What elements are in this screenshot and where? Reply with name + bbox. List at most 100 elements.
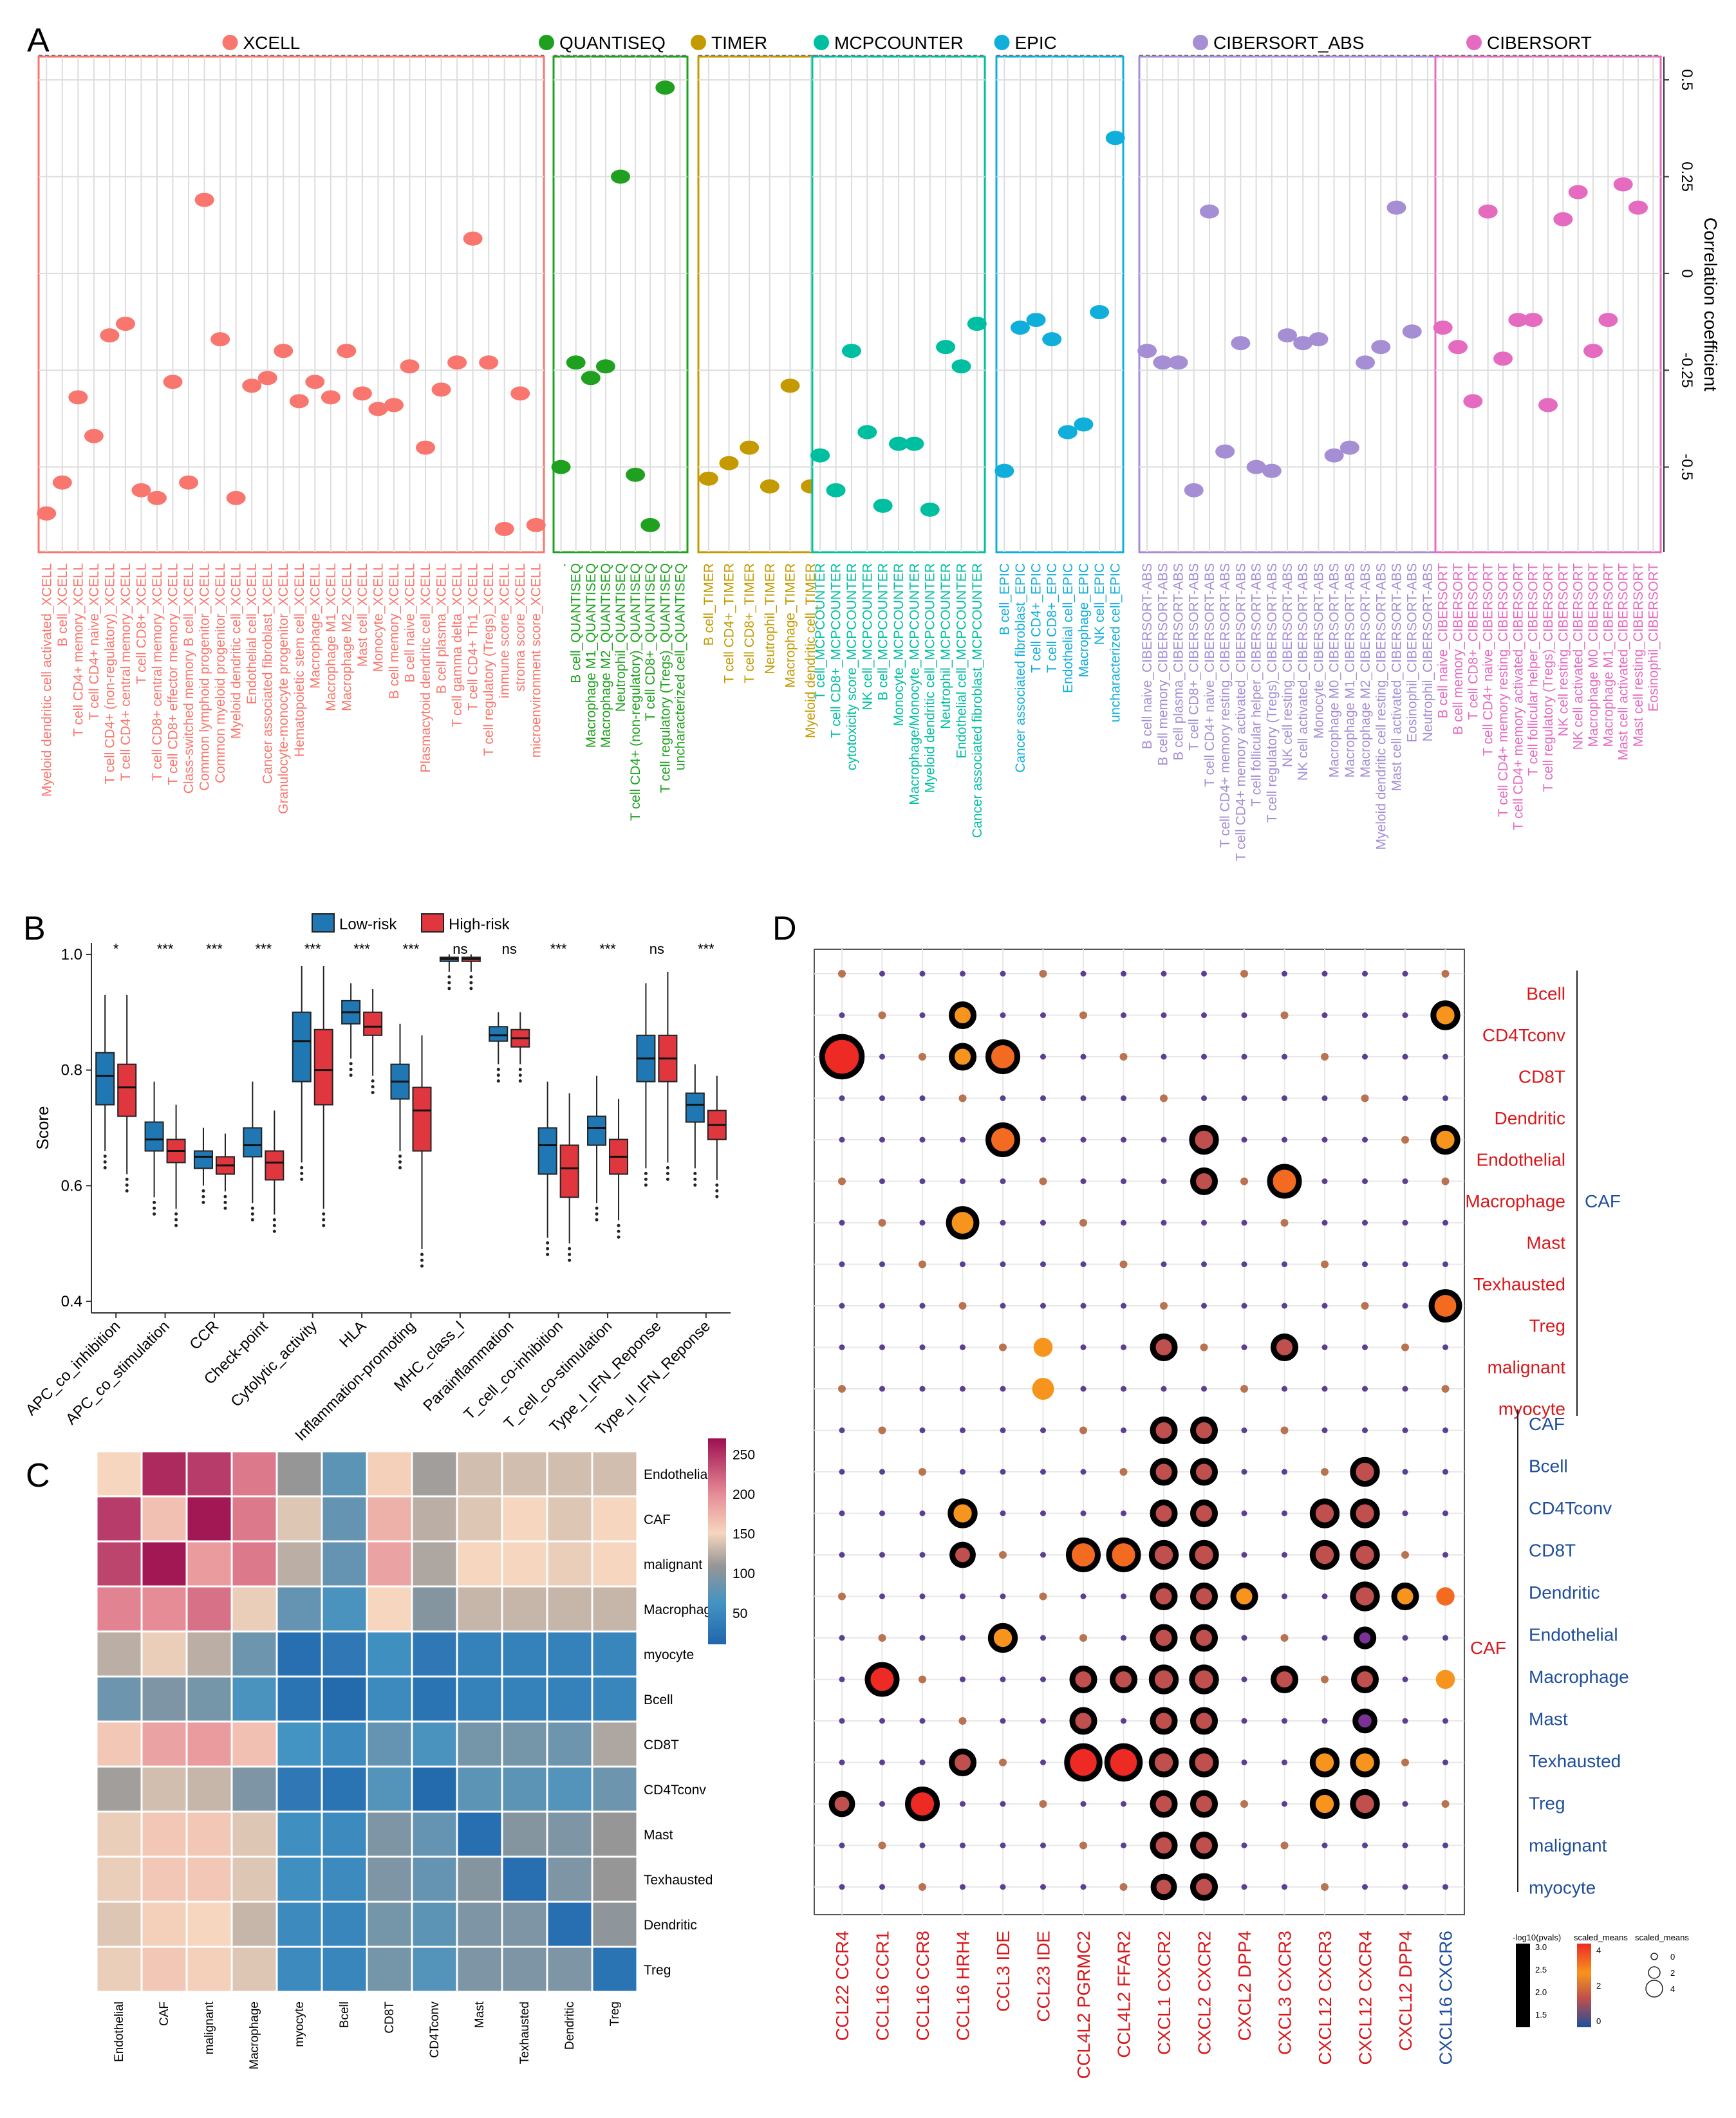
heatmap-cell	[140, 1765, 188, 1813]
outlier-point	[666, 1177, 669, 1181]
bubble-small	[1402, 1220, 1408, 1226]
row-label: Macrophage	[644, 1602, 719, 1617]
outlier-point	[447, 987, 451, 990]
col-label: Dendritic	[563, 2002, 577, 2050]
heatmap-cell	[140, 1450, 188, 1498]
x-tick-label: Eosinophil_CIBERSORT	[1646, 563, 1661, 712]
data-point	[447, 355, 467, 370]
heatmap-cell	[140, 1585, 188, 1633]
data-point	[1538, 398, 1558, 413]
heatmap-cell	[185, 1900, 233, 1948]
bubble-small	[1040, 1718, 1046, 1724]
x-tick-label: T cell_MCPCOUNTER	[813, 563, 828, 700]
bubble-small	[879, 1552, 885, 1558]
bubble	[828, 1790, 855, 1817]
heatmap-cell	[321, 1630, 368, 1678]
col-label: Texhausted	[518, 2002, 532, 2064]
outlier-point	[469, 981, 473, 985]
outlier-point	[496, 1079, 500, 1083]
bubble-small	[1280, 1426, 1289, 1435]
heatmap-cell	[456, 1450, 503, 1498]
panel-c-interaction-heatmap: C Endothelial CAF malignant Macrophage myocyt…	[26, 1438, 755, 2070]
bubble-small	[839, 1137, 845, 1143]
bubble	[1352, 1708, 1377, 1734]
bubble	[949, 1001, 976, 1029]
bubble-small	[839, 1884, 845, 1890]
x-tick-label: T cell CD8+_XCELL	[134, 563, 149, 684]
data-point	[1231, 336, 1251, 351]
data-point	[967, 317, 987, 331]
bubble-small	[839, 1635, 845, 1641]
bubble	[1110, 1666, 1137, 1693]
outlier-point	[595, 1206, 599, 1210]
heatmap-cell	[230, 1810, 278, 1858]
facet-title: TIMER	[711, 33, 767, 53]
bubble-small	[1079, 1426, 1087, 1435]
bubble-small	[839, 1427, 845, 1433]
bubble-small	[1040, 1261, 1046, 1267]
outlier-point	[174, 1212, 178, 1216]
outlier-point	[300, 1166, 304, 1169]
outlier-point	[272, 1223, 276, 1227]
bubble-small	[1241, 1469, 1247, 1475]
bubble-small	[1402, 1510, 1408, 1516]
heatmap-cell	[411, 1630, 458, 1678]
data-point	[951, 359, 971, 374]
data-point	[780, 378, 800, 393]
data-point	[640, 517, 660, 532]
data-point	[479, 355, 499, 370]
heatmap-cell	[95, 1765, 143, 1813]
bubble-small	[1280, 1634, 1289, 1642]
bubble-small	[1362, 1884, 1368, 1890]
x-tick-label: T cell CD8+ effector memory_XCELL	[166, 563, 181, 785]
significance-label: ***	[698, 941, 714, 957]
outlier-point	[349, 1073, 353, 1077]
x-tick-label: NK cell_EPIC	[1092, 563, 1107, 645]
bubble-small	[1000, 971, 1006, 977]
bubble-small	[1282, 1137, 1287, 1143]
y-tick-label: -0.25	[1678, 353, 1695, 388]
x-tick-label: Mast cell activated_CIBERSORT	[1616, 563, 1631, 761]
bubble-small	[1040, 1012, 1046, 1018]
row-label: CD8T	[644, 1738, 679, 1752]
bubble-small	[1121, 971, 1126, 977]
facet-border	[37, 55, 545, 553]
data-point	[226, 490, 246, 505]
bubble	[1150, 1832, 1178, 1859]
bubble-small	[879, 1303, 885, 1309]
box	[292, 1011, 312, 1082]
x-tick-label: Macrophage M0_CIBERSORT	[1586, 563, 1601, 747]
x-tick-label: Class-switched memory B cell_XCELL	[182, 563, 196, 794]
heatmap-cell	[275, 1720, 323, 1768]
outlier-point	[568, 1247, 572, 1250]
bubble-small	[1321, 1260, 1329, 1268]
x-tick-label: Endothelial cell_XCELL	[245, 563, 259, 704]
heatmap-cell	[185, 1810, 233, 1858]
x-tick-label: T cell CD4+ memory_XCELL	[71, 563, 86, 737]
bubble	[1150, 1707, 1178, 1735]
data-point	[147, 490, 167, 505]
facet-quantiseq: QUANTISEQ. B cell_QUANTISEQ Macrophage M1_…	[539, 33, 689, 821]
bubble-small	[1040, 1510, 1046, 1516]
legend-label: High-risk	[449, 916, 510, 933]
data-point	[1493, 351, 1513, 366]
data-point	[1583, 344, 1603, 358]
heatmap-cell	[275, 1630, 323, 1678]
data-point	[416, 440, 436, 455]
bubble-small	[1280, 1841, 1289, 1850]
heatmap-cell	[140, 1855, 188, 1903]
heatmap-cell	[275, 1450, 323, 1498]
bubble-small	[1040, 1095, 1046, 1101]
bubble-small	[1121, 1593, 1126, 1599]
outlier-point	[595, 1212, 599, 1216]
outlier-point	[250, 1212, 254, 1216]
heatmap-cell	[411, 1900, 458, 1948]
x-tick-label: T cell CD4+ Th1_XCELL	[466, 563, 481, 711]
bubble	[1189, 1539, 1219, 1570]
bubble-small	[1201, 1095, 1207, 1101]
data-point	[1090, 305, 1110, 320]
heatmap-cell	[95, 1675, 143, 1723]
x-tick-label: Neutrophil_CIBERSORT-ABS	[1421, 563, 1435, 741]
outlier-point	[644, 1177, 648, 1181]
bubble-small	[1080, 971, 1087, 977]
